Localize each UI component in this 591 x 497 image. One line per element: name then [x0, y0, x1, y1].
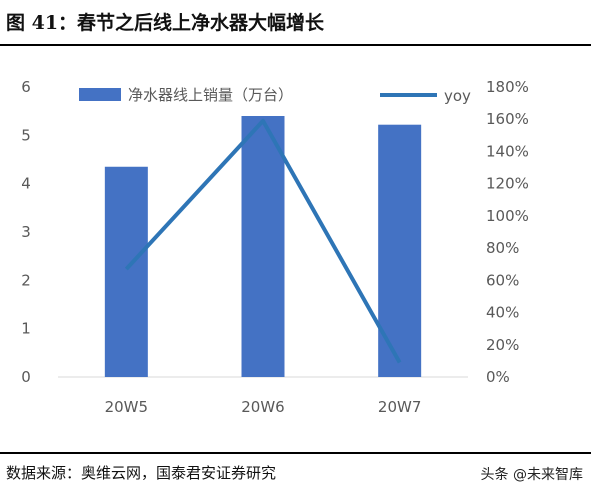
bar-series — [104, 116, 422, 377]
right-tick-label: 0% — [486, 368, 510, 386]
right-tick-label: 140% — [486, 142, 529, 160]
legend-bar-label: 净水器线上销量（万台） — [128, 86, 293, 104]
right-tick-label: 180% — [486, 78, 529, 96]
watermark: 头条 @未来智库 — [480, 467, 583, 483]
right-tick-label: 40% — [486, 304, 519, 322]
figure-title: 图 41：春节之后线上净水器大幅增长 — [6, 12, 325, 34]
legend-line-label: yoy — [444, 87, 471, 105]
left-tick-label: 6 — [21, 78, 31, 96]
right-tick-label: 20% — [486, 336, 519, 354]
right-tick-label: 120% — [486, 175, 529, 193]
category-label: 20W5 — [105, 398, 148, 416]
source-rule — [0, 452, 591, 454]
category-label: 20W7 — [378, 398, 421, 416]
left-tick-label: 0 — [21, 368, 31, 386]
yoy-line-series — [124, 118, 402, 364]
x-axis: 20W5 20W6 20W7 — [105, 398, 422, 416]
legend-bar-swatch — [79, 88, 121, 101]
left-axis: 0 1 2 3 4 5 6 — [21, 78, 31, 386]
right-axis: 0% 20% 40% 60% 80% 100% 120% 140% 160% 180% — [486, 78, 529, 386]
left-tick-label: 2 — [21, 271, 31, 289]
bar — [241, 116, 285, 377]
left-tick-label: 4 — [21, 175, 31, 193]
title-rule — [0, 44, 591, 46]
category-label: 20W6 — [241, 398, 284, 416]
right-tick-label: 160% — [486, 110, 529, 128]
combo-chart: 0 1 2 3 4 5 6 0% 20% 40% 60% 80% 100% 120% 140% 160% 18… — [21, 78, 529, 416]
left-tick-label: 3 — [21, 223, 31, 241]
legend: 净水器线上销量（万台） yoy — [79, 86, 471, 105]
right-tick-label: 100% — [486, 207, 529, 225]
bar — [104, 166, 148, 377]
source-note: 数据来源：奥维云网，国泰君安证券研究 — [6, 464, 277, 482]
left-tick-label: 1 — [21, 320, 31, 338]
right-tick-label: 60% — [486, 271, 519, 289]
left-tick-label: 5 — [21, 126, 31, 144]
right-tick-label: 80% — [486, 239, 519, 257]
